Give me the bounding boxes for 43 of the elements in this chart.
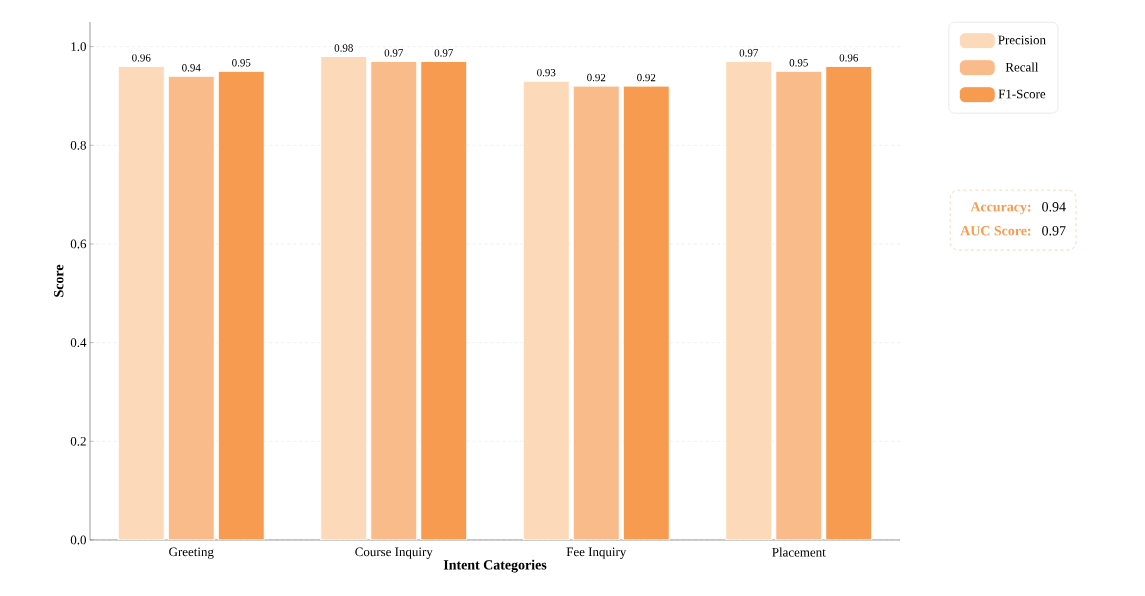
y-tick-label: 0.8	[70, 140, 86, 150]
data-label: 0.98	[334, 44, 353, 52]
y-tick-label: 0.2	[70, 436, 86, 446]
data-label: 0.97	[434, 49, 454, 57]
text: 0.97	[1042, 226, 1066, 236]
data-label: 0.96	[132, 54, 151, 62]
data-label: 0.92	[637, 73, 656, 82]
bar	[775, 70, 823, 540]
legend-label: Recall	[1005, 62, 1039, 72]
x-tick-label: Fee Inquiry	[566, 547, 627, 559]
x-tick-label: Greeting	[169, 547, 214, 559]
x-tick-label: Course Inquiry	[355, 547, 433, 559]
data-label: 0.92	[587, 73, 606, 82]
bar	[420, 60, 468, 540]
text: 0.94	[1042, 202, 1066, 212]
bar	[320, 56, 368, 540]
bar	[217, 70, 265, 540]
data-label: 0.93	[537, 68, 556, 77]
data-label: 0.97	[739, 49, 759, 57]
bar	[522, 80, 570, 540]
bar	[825, 65, 873, 540]
bar	[572, 85, 620, 540]
y-tick-label: 0.4	[70, 338, 87, 348]
x-axis-title: Intent Categories	[443, 559, 547, 573]
bar	[622, 85, 670, 540]
data-label: 0.95	[789, 59, 808, 67]
data-label: 0.96	[839, 54, 859, 62]
text: Accuracy:	[970, 202, 1031, 215]
bar	[117, 65, 165, 540]
text: AUC Score:	[960, 226, 1031, 236]
y-tick-label: 0.6	[70, 239, 87, 249]
y-tick-label: 1.0	[71, 42, 86, 52]
bar	[725, 60, 773, 540]
legend-label: Precision	[998, 35, 1046, 45]
bar	[370, 60, 418, 540]
x-tick-label: Placement	[772, 547, 826, 557]
bar	[167, 75, 215, 540]
data-label: 0.95	[232, 59, 251, 67]
data-label: 0.97	[384, 49, 404, 57]
y-tick-label: 0.0	[70, 535, 86, 545]
y-axis-title: Score	[54, 264, 64, 297]
data-label: 0.94	[182, 63, 201, 72]
legend-label: F1-Score	[998, 89, 1046, 99]
